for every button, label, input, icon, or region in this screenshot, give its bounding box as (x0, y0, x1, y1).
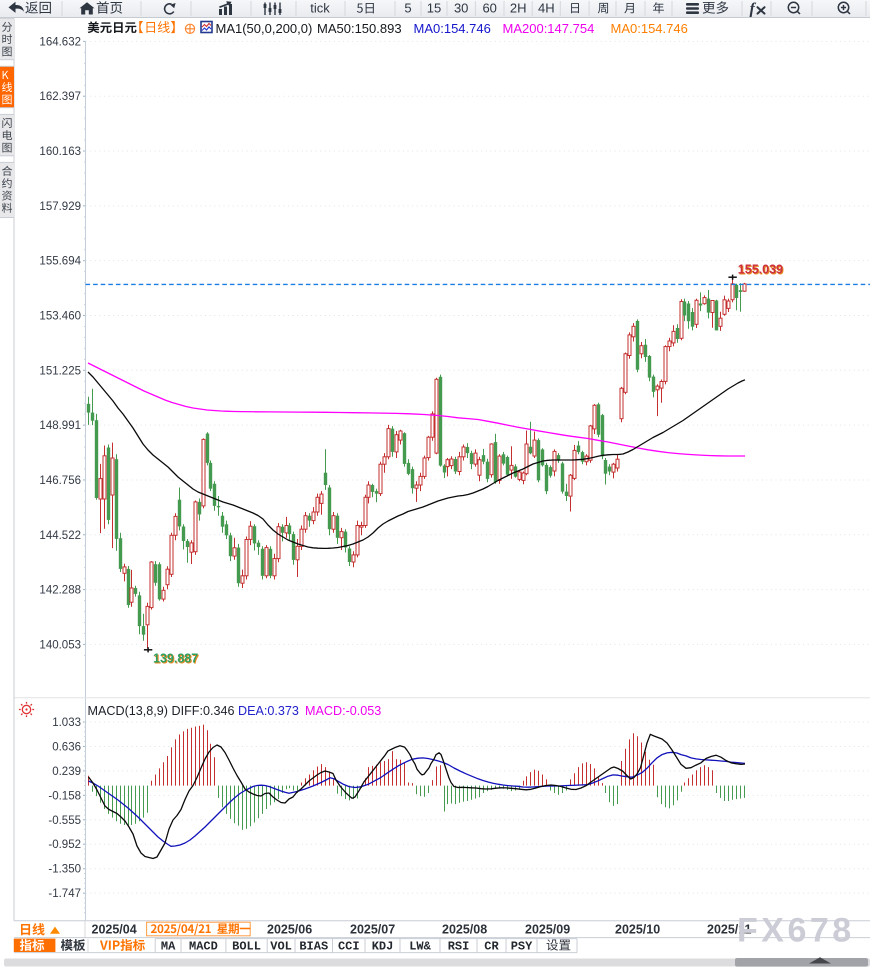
svg-text:MA200:147.754: MA200:147.754 (503, 21, 595, 36)
svg-text:MA: MA (161, 939, 176, 953)
svg-text:2025/10: 2025/10 (615, 922, 660, 936)
svg-text:MACD: MACD (189, 939, 218, 953)
svg-text:MA0:154.746: MA0:154.746 (414, 21, 491, 36)
svg-text:-0.952: -0.952 (48, 839, 81, 851)
svg-text:MA50:150.893: MA50:150.893 (317, 21, 402, 36)
svg-text:MA0:154.746: MA0:154.746 (611, 21, 688, 36)
svg-text:DEA:0.373: DEA:0.373 (238, 704, 299, 718)
svg-text:155.039: 155.039 (739, 264, 784, 278)
svg-text:LW&: LW& (409, 939, 431, 953)
svg-text:60: 60 (482, 1, 496, 16)
svg-text:5: 5 (404, 1, 411, 16)
svg-text:142.288: 142.288 (39, 585, 81, 597)
svg-text:155.039: 155.039 (738, 263, 783, 277)
svg-text:CR: CR (484, 939, 499, 953)
svg-text:0.239: 0.239 (52, 766, 81, 778)
svg-text:144.522: 144.522 (39, 530, 81, 542)
svg-text:162.397: 162.397 (39, 91, 81, 103)
svg-text:1.033: 1.033 (52, 717, 81, 729)
svg-text:MACD:-0.053: MACD:-0.053 (305, 704, 381, 718)
svg-text:tick: tick (310, 1, 330, 16)
svg-text:-1.747: -1.747 (48, 888, 81, 900)
svg-text:BIAS: BIAS (299, 939, 328, 953)
svg-text:139.887: 139.887 (153, 652, 198, 666)
svg-text:160.163: 160.163 (39, 146, 81, 158)
svg-text:0.636: 0.636 (52, 741, 81, 753)
svg-text:PSY: PSY (511, 939, 533, 953)
svg-text:MA1(50,0,200,0): MA1(50,0,200,0) (216, 21, 313, 36)
svg-text:148.991: 148.991 (39, 420, 81, 432)
svg-text:2H: 2H (510, 1, 527, 16)
svg-text:157.929: 157.929 (39, 201, 81, 213)
svg-text:146.756: 146.756 (39, 475, 81, 487)
svg-text:30: 30 (454, 1, 468, 16)
svg-text:2025/06: 2025/06 (267, 922, 312, 936)
svg-text:164.632: 164.632 (39, 36, 81, 48)
svg-text:-0.555: -0.555 (48, 815, 81, 827)
svg-text:153.460: 153.460 (39, 310, 81, 322)
svg-text:2025/08: 2025/08 (442, 922, 487, 936)
svg-text:CCI: CCI (338, 939, 360, 953)
svg-text:FX678: FX678 (737, 912, 855, 950)
svg-text:15: 15 (427, 1, 441, 16)
svg-text:BOLL: BOLL (232, 939, 261, 953)
svg-text:RSI: RSI (448, 939, 470, 953)
svg-text:KDJ: KDJ (372, 939, 394, 953)
svg-text:151.225: 151.225 (39, 365, 81, 377)
svg-text:140.053: 140.053 (39, 639, 81, 651)
svg-text:MACD(13,8,9) DIFF:0.346: MACD(13,8,9) DIFF:0.346 (88, 704, 235, 718)
svg-text:f: f (750, 0, 757, 17)
svg-text:2025/04: 2025/04 (92, 922, 137, 936)
svg-text:4H: 4H (538, 1, 555, 16)
svg-text:-0.158: -0.158 (48, 790, 81, 802)
svg-text:155.694: 155.694 (39, 256, 81, 268)
svg-text:2025/11: 2025/11 (707, 922, 752, 936)
svg-text:VOL: VOL (270, 939, 292, 953)
svg-text:-1.350: -1.350 (48, 864, 81, 876)
svg-text:139.887: 139.887 (154, 653, 199, 667)
svg-text:2025/09: 2025/09 (525, 922, 570, 936)
svg-text:2025/07: 2025/07 (350, 922, 395, 936)
